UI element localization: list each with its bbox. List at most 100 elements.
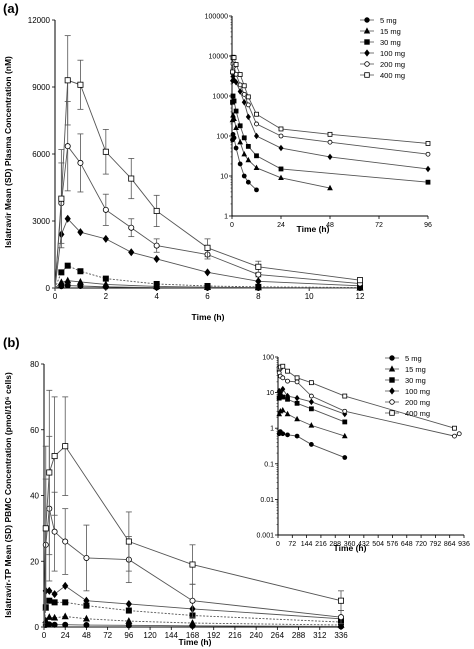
panel-b-main-x-tick-label: 72 bbox=[103, 631, 112, 640]
panel-a-main-data-point bbox=[153, 254, 160, 264]
panel-a-inset-legend-label: 30 mg bbox=[380, 38, 401, 47]
panel-b-inset-data-point bbox=[284, 410, 291, 417]
panel-b-inset-data-point bbox=[294, 433, 300, 439]
panel-a-inset-data-point bbox=[233, 145, 239, 151]
panel-a-inset-data-point bbox=[278, 166, 284, 172]
panel-a-inset-data-point bbox=[245, 102, 251, 108]
panel-a-main-y-tick-label: 9000 bbox=[32, 83, 50, 92]
panel-a-inset-data-point bbox=[233, 124, 239, 131]
panel-b-inset-x-tick-label: 720 bbox=[415, 541, 427, 548]
panel-a-inset-legend-marker bbox=[364, 17, 370, 23]
panel-a-main-x-tick-label: 2 bbox=[104, 292, 109, 301]
panel-b-inset-x-tick-label: 432 bbox=[358, 541, 370, 548]
panel-a-main-data-point bbox=[58, 195, 65, 202]
panel-a-main-data-point bbox=[128, 224, 135, 231]
panel-b-main-data-point bbox=[83, 622, 90, 629]
panel-a-inset-data-point bbox=[253, 132, 260, 140]
panel-b-inset-y-tick-label: 1 bbox=[270, 426, 274, 433]
panel-b-inset-y-tick-label: 10 bbox=[266, 390, 274, 397]
panel-a-label: (a) bbox=[3, 1, 19, 16]
panel-a-main-data-point bbox=[102, 206, 109, 213]
panel-a-inset-series-100-mg bbox=[230, 73, 431, 173]
panel-b-inset-data-point bbox=[308, 393, 314, 399]
panel-b-inset-data-point bbox=[342, 419, 348, 425]
panel-a-inset-data-point bbox=[425, 165, 431, 173]
panel-a-inset-data-point bbox=[230, 69, 235, 75]
panel-b-inset-data-point bbox=[280, 394, 286, 400]
panel-b-inset-data-point bbox=[285, 378, 290, 384]
panel-b-main-x-tick-label: 288 bbox=[292, 631, 306, 640]
panel-b-inset-x-tick-label: 360 bbox=[344, 541, 356, 548]
panel-a-inset-data-point bbox=[254, 111, 259, 117]
panel-a-inset-x-axis-title: Time (h) bbox=[297, 224, 330, 234]
panel-a-main-data-point bbox=[255, 271, 262, 278]
panel-a-main-data-point bbox=[102, 234, 109, 243]
panel-a-main-data-point bbox=[153, 242, 160, 249]
panel-a-inset-data-point bbox=[245, 143, 251, 149]
panel-b-main-data-point bbox=[82, 614, 90, 622]
panel-b-inset-x-tick-label: 144 bbox=[301, 541, 313, 548]
panel-a-inset-data-point bbox=[254, 121, 259, 127]
panel-b-main-data-point bbox=[46, 469, 53, 476]
panel-a-main-data-point bbox=[204, 268, 211, 277]
panel-b-main-x-tick-label: 48 bbox=[82, 631, 91, 640]
panel-b-inset-data-point bbox=[294, 394, 300, 402]
panel-b-inset-data-point bbox=[285, 368, 290, 374]
panel-a-main-y-tick-label: 0 bbox=[46, 284, 51, 293]
panel-b-main-data-point bbox=[51, 528, 58, 535]
panel-a-main-series-line bbox=[54, 145, 361, 289]
panel-a-main-data-point bbox=[102, 275, 109, 282]
panel-b-main-y-tick-label: 20 bbox=[30, 557, 39, 566]
panel-b-inset-legend: 5 mg 15 mg 30 mg 100 mg 200 mg 400 mg bbox=[385, 354, 430, 418]
panel-a-inset-legend-label: 200 mg bbox=[380, 60, 405, 69]
panel-b-inset-data-point bbox=[308, 406, 314, 412]
panel-b-inset-x-tick-label: 936 bbox=[458, 541, 470, 548]
panel-b-main-data-point bbox=[83, 554, 90, 561]
panel-a-main-data-point bbox=[64, 262, 71, 269]
panel-a-main-y-tick-label: 3000 bbox=[32, 217, 50, 226]
panel-a-inset-legend-label: 15 mg bbox=[380, 27, 401, 36]
panel-a-inset-data-point bbox=[241, 173, 247, 179]
panel-b-inset-legend-label: 100 mg bbox=[405, 387, 430, 396]
panel-a-main-data-point bbox=[64, 214, 71, 223]
panel-b-main-data-point bbox=[125, 617, 133, 624]
panel-b-inset-series-5-mg bbox=[276, 429, 348, 460]
panel-b-main-y-tick-label: 60 bbox=[30, 426, 39, 435]
panel-a-inset-series-line bbox=[232, 134, 257, 191]
panel-b-inset-data-point bbox=[342, 408, 348, 414]
panel-b-inset-data-point bbox=[280, 385, 286, 393]
panel-b-main-data-point bbox=[51, 453, 58, 460]
panel-b-inset-legend-marker bbox=[389, 387, 395, 395]
panel-a-inset-series-5-mg bbox=[230, 131, 259, 193]
panel-a-main-x-tick-label: 4 bbox=[154, 292, 159, 301]
panel-a-main-data-point bbox=[128, 175, 135, 182]
panel-a-inset-y-tick-label: 1 bbox=[224, 214, 228, 221]
panel-a-inset-data-point bbox=[278, 144, 284, 152]
panel-b-inset-data-point bbox=[280, 363, 286, 369]
panel-a-inset-legend-label: 100 mg bbox=[380, 49, 405, 58]
panel-a-inset-y-tick-label: 10000 bbox=[209, 54, 229, 61]
panel-b-inset-data-point bbox=[294, 415, 300, 422]
panel-b-main-x-tick-label: 312 bbox=[313, 631, 327, 640]
panel-a-inset-y-tick-label: 10 bbox=[220, 174, 228, 181]
panel-b-inset-legend-label: 400 mg bbox=[405, 409, 430, 418]
panel-b-inset-x-tick-label: 864 bbox=[444, 541, 456, 548]
panel-b-inset-data-point bbox=[452, 433, 457, 439]
panel-b-main-data-point bbox=[51, 599, 58, 606]
panel-b-main-data-point bbox=[62, 443, 69, 450]
panel-a-main-data-point bbox=[255, 277, 262, 286]
panel-b: (b) 0 24 48 72 96 120 144 168 192 216 240 264 288 312… bbox=[3, 335, 470, 647]
panel-a-inset-series-30-mg bbox=[230, 93, 431, 185]
panel-a-main-x-tick-label: 6 bbox=[205, 292, 210, 301]
panel-b-y-axis-title: Islatravir-TP Mean (SD) PBMC Concentrati… bbox=[3, 372, 13, 618]
panel-a-main-data-point bbox=[77, 159, 84, 166]
panel-a-inset-data-point bbox=[278, 174, 284, 181]
panel-b-inset-data-point bbox=[285, 432, 290, 438]
panel-b-main-data-point bbox=[125, 607, 132, 614]
panel-b-inset-legend-marker bbox=[389, 399, 395, 405]
panel-b-main-data-point bbox=[189, 561, 196, 568]
panel-b-main-data-point bbox=[61, 612, 69, 620]
panel-b-inset-data-point bbox=[294, 400, 300, 406]
